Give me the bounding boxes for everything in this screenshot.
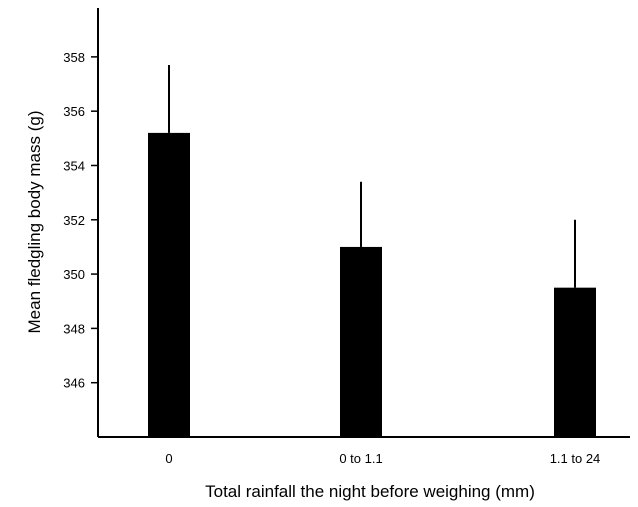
y-tick-label: 354 (63, 158, 85, 173)
y-axis-ticks: 346 348 350 352 354 356 358 (63, 50, 98, 391)
bar-2 (554, 287, 596, 437)
x-axis-tick-labels: 0 0 to 1.1 1.1 to 24 (165, 451, 600, 466)
bar-0 (148, 132, 190, 437)
y-tick-label: 356 (63, 104, 85, 119)
bars (148, 132, 596, 437)
bar-1 (340, 246, 382, 437)
x-tick-label: 0 to 1.1 (339, 451, 382, 466)
y-tick-label: 348 (63, 321, 85, 336)
y-axis-title: Mean fledgling body mass (g) (25, 110, 44, 333)
y-tick-label: 352 (63, 213, 85, 228)
y-tick-label: 350 (63, 267, 85, 282)
error-bars (168, 65, 576, 288)
plot-area: 346 348 350 352 354 356 358 0 0 to 1.1 1.1 to 24 (63, 8, 630, 466)
x-axis-title: Total rainfall the night before weighing… (205, 482, 535, 501)
y-tick-label: 358 (63, 50, 85, 65)
x-tick-label: 0 (165, 451, 172, 466)
x-tick-label: 1.1 to 24 (550, 451, 601, 466)
y-tick-label: 346 (63, 376, 85, 391)
